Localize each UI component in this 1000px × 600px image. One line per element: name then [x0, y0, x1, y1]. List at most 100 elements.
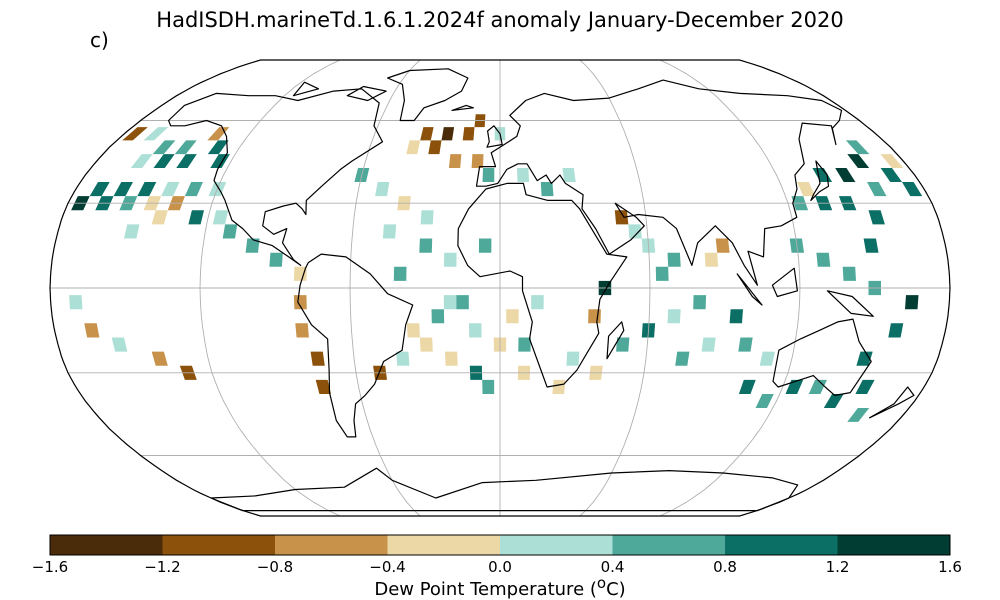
- anomaly-cell: [445, 351, 458, 366]
- anomaly-cell: [245, 238, 260, 253]
- colorbar-tick-label: −0.4: [369, 558, 406, 576]
- colorbar-blocks: [50, 535, 950, 555]
- anomaly-cell: [420, 127, 434, 141]
- anomaly-cell: [847, 154, 870, 168]
- anomaly-cell: [518, 337, 531, 352]
- anomaly-cell: [176, 154, 197, 168]
- anomaly-cell: [428, 140, 442, 155]
- anomaly-cell: [137, 182, 157, 197]
- colorbar-tick-label: 1.6: [938, 558, 962, 576]
- landmass-outline: [772, 318, 872, 396]
- colorbar-tick-label: 0.8: [713, 558, 737, 576]
- landmass-outline: [475, 79, 843, 286]
- landmass-outline: [826, 290, 874, 317]
- anomaly-cell: [482, 379, 495, 394]
- landmass-outline: [387, 68, 469, 122]
- panel-label: c): [90, 28, 109, 52]
- anomaly-cell: [212, 210, 229, 225]
- colorbar-label-end: C): [606, 579, 626, 600]
- anomaly-cell: [152, 140, 176, 155]
- anomaly-cell: [785, 379, 804, 394]
- map-boundary: [49, 59, 951, 517]
- anomaly-cell: [222, 224, 238, 239]
- anomaly-cell: [880, 154, 904, 168]
- anomaly-cell: [704, 252, 719, 267]
- colorbar-label: Dew Point Temperature (oC): [0, 574, 1000, 600]
- colorbar-label-sup: o: [596, 574, 607, 592]
- anomaly-cell: [797, 182, 816, 197]
- anomaly-cell: [701, 337, 716, 352]
- anomaly-cell: [675, 351, 690, 366]
- anomaly-cell: [420, 210, 434, 225]
- anomaly-cell: [174, 140, 197, 155]
- colorbar-tick-label: 1.2: [825, 558, 850, 576]
- anomaly-cell: [847, 408, 870, 422]
- anomaly-cell: [124, 224, 140, 239]
- anomaly-cell: [89, 182, 110, 197]
- anomaly-cell: [759, 351, 775, 366]
- anomaly-cell: [393, 266, 407, 281]
- anomaly-cell: [693, 295, 707, 310]
- anomaly-cell: [902, 182, 923, 197]
- anomaly-cell: [293, 266, 307, 281]
- anomaly-cell: [443, 295, 457, 310]
- anomaly-cell: [151, 210, 168, 225]
- landmass-outline: [736, 273, 763, 306]
- anomaly-cell: [295, 323, 309, 338]
- anomaly-cell: [855, 379, 875, 394]
- landmass-outline: [869, 386, 915, 419]
- anomaly-cell: [531, 295, 544, 310]
- landmass-outline: [168, 88, 384, 266]
- anomaly-cell: [816, 252, 831, 267]
- colorbar-block: [162, 535, 275, 555]
- anomaly-cell: [419, 238, 433, 253]
- anomaly-cell: [151, 351, 168, 366]
- anomaly-cell: [406, 140, 421, 155]
- colorbar-block: [50, 535, 163, 555]
- anomaly-cell: [293, 295, 307, 310]
- colorbar-block: [275, 535, 388, 555]
- colorbar-block: [612, 535, 725, 555]
- anomaly-cell: [482, 168, 495, 182]
- anomaly-cell: [84, 323, 100, 338]
- anomaly-cell: [406, 323, 420, 338]
- anomaly-cell: [715, 238, 730, 253]
- anomaly-cell: [396, 351, 410, 366]
- anomaly-cell: [161, 182, 180, 197]
- anomaly-cell: [471, 154, 484, 168]
- anomaly-cell: [188, 210, 204, 225]
- colorbar-tick-label: −1.6: [31, 558, 69, 576]
- landmass-outline: [451, 104, 474, 111]
- anomaly-cell: [448, 154, 462, 168]
- anomaly-cell: [835, 168, 856, 182]
- anomaly-cell: [880, 168, 902, 182]
- anomaly-cell: [517, 168, 530, 182]
- landmass-outline: [606, 321, 625, 360]
- anomaly-cell: [143, 127, 169, 141]
- anomaly-cell: [845, 140, 870, 155]
- anomaly-cell: [506, 309, 519, 324]
- landmass-outline: [486, 125, 503, 148]
- landmass-outline: [346, 85, 387, 102]
- colorbar-block: [387, 535, 500, 555]
- anomaly-cell: [375, 182, 390, 197]
- anomaly-cell: [868, 210, 885, 225]
- anomaly-cell: [616, 337, 630, 352]
- colorbar-block: [725, 535, 838, 555]
- anomaly-cell: [552, 379, 566, 394]
- anomaly-cell: [905, 295, 919, 310]
- anomaly-cell: [823, 394, 844, 408]
- anomaly-cell: [842, 266, 856, 281]
- anomaly-cell: [111, 337, 128, 352]
- anomaly-cell: [755, 394, 774, 408]
- anomaly-cell: [431, 309, 445, 324]
- anomaly-cell: [729, 309, 743, 324]
- colorbar-tick-label: −0.8: [256, 558, 294, 576]
- anomaly-cell: [628, 224, 642, 239]
- anomaly-cell: [469, 323, 482, 338]
- anomaly-cell: [419, 337, 433, 352]
- landmass-outline: [457, 182, 628, 388]
- anomaly-cell: [443, 252, 457, 267]
- anomaly-cell: [462, 127, 475, 141]
